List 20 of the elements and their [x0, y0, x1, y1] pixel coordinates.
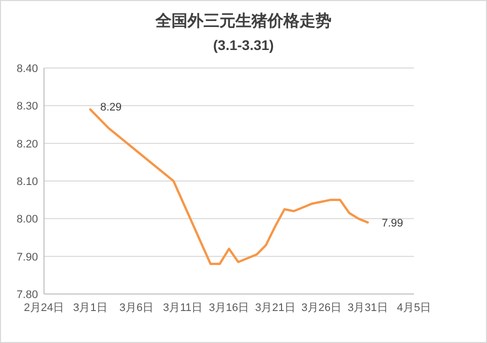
x-tick-label: 3月6日 — [119, 302, 154, 314]
x-tick-label: 3月16日 — [208, 302, 250, 314]
x-tick-label: 3月1日 — [73, 302, 108, 314]
chart-title: 全国外三元生猪价格走势 — [154, 12, 332, 30]
x-tick-label: 3月11日 — [162, 302, 203, 314]
data-label: 8.29 — [100, 101, 122, 114]
x-tick-label: 3月31日 — [348, 302, 388, 314]
x-tick-label: 3月21日 — [255, 302, 296, 314]
x-tick-label: 2月24日 — [24, 302, 64, 314]
y-tick-label: 8.40 — [16, 63, 38, 75]
data-label: 7.99 — [382, 217, 404, 230]
chart-subtitle: (3.1-3.31) — [213, 37, 274, 53]
y-tick-label: 7.90 — [16, 251, 38, 264]
y-tick-label: 8.00 — [16, 214, 38, 226]
y-tick-label: 8.20 — [16, 138, 38, 150]
y-tick-label: 7.80 — [16, 289, 38, 301]
y-tick-label: 8.30 — [16, 100, 38, 113]
x-tick-label: 4月5日 — [396, 302, 432, 314]
y-tick-label: 8.10 — [16, 176, 38, 188]
x-tick-label: 3月26日 — [301, 302, 342, 314]
